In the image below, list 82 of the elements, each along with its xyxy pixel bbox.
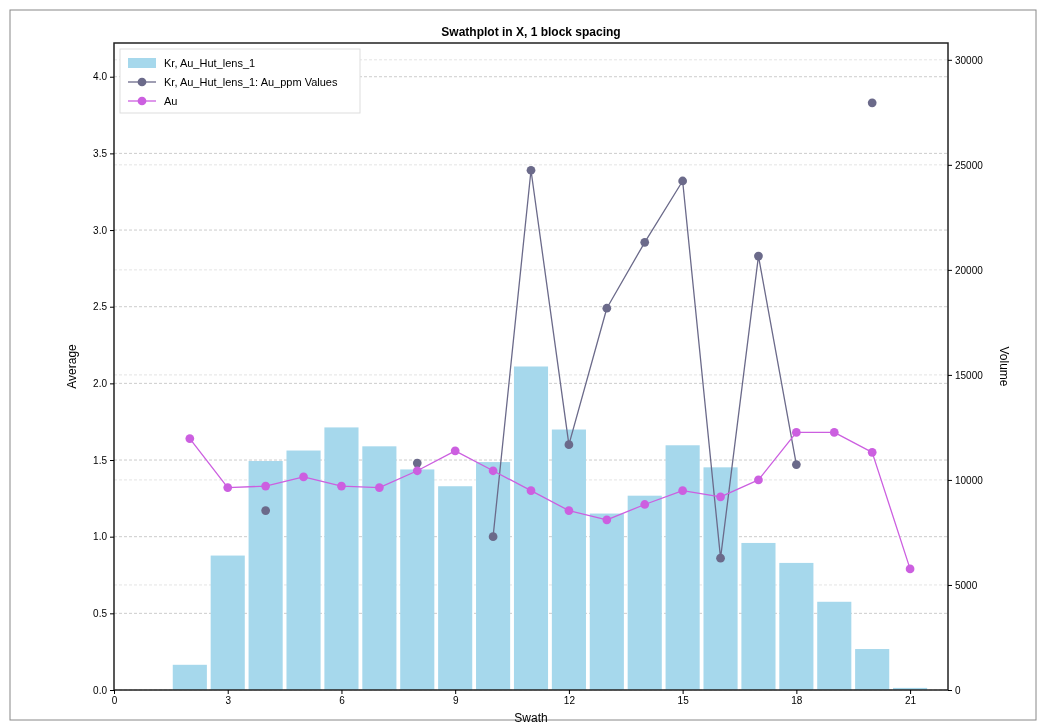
point <box>299 472 308 482</box>
point <box>450 446 460 456</box>
legend-label: Kr, Au_Hut_lens_1: Au_ppm Values <box>164 76 338 88</box>
x-tick-label: 0 <box>111 695 118 707</box>
bar <box>703 467 738 690</box>
bar <box>817 601 852 690</box>
y2-tick-label: 20000 <box>955 264 984 276</box>
y-tick-label: 1.0 <box>93 531 108 543</box>
bar <box>172 664 207 690</box>
bar <box>476 462 511 690</box>
point <box>678 176 688 186</box>
bar <box>665 445 700 690</box>
legend-label: Kr, Au_Hut_lens_1 <box>164 57 256 69</box>
bar <box>286 450 321 690</box>
bar <box>627 495 662 690</box>
chart-title: Swathplot in X, 1 block spacing <box>441 25 621 39</box>
bar <box>362 446 397 690</box>
point <box>640 500 650 509</box>
y2-tick-label: 10000 <box>955 474 984 486</box>
point <box>640 237 650 247</box>
point <box>867 448 877 457</box>
y-tick-label: 2.0 <box>93 378 108 390</box>
y2-tick-label: 25000 <box>955 159 984 171</box>
x-tick-label: 15 <box>677 695 690 707</box>
y2-tick-label: 15000 <box>955 369 984 381</box>
y-axis-title: Average <box>65 343 79 389</box>
point <box>602 303 612 313</box>
y-tick-label: 4.0 <box>93 71 108 83</box>
bar <box>855 649 890 690</box>
point <box>754 475 763 485</box>
y-tick-label: 1.5 <box>93 454 108 466</box>
bar <box>400 469 435 690</box>
y-tick-label: 0.5 <box>93 608 108 620</box>
y-tick-label: 0.0 <box>93 684 108 696</box>
point <box>829 428 839 437</box>
bar <box>779 562 814 690</box>
point <box>223 483 233 492</box>
y2-tick-label: 5000 <box>955 579 978 591</box>
point <box>678 486 688 496</box>
point <box>754 251 763 261</box>
point <box>337 481 346 491</box>
x-tick-label: 9 <box>452 695 459 707</box>
bar <box>210 555 245 690</box>
y-tick-label: 3.0 <box>93 224 108 236</box>
bar <box>741 542 776 690</box>
point <box>185 434 195 443</box>
x-tick-label: 3 <box>225 695 232 707</box>
point <box>564 440 574 450</box>
x-axis-title: Swath <box>514 711 548 725</box>
x-tick-label: 6 <box>339 695 346 707</box>
legend-label: Au <box>164 95 178 107</box>
point <box>716 553 725 563</box>
point <box>791 460 801 469</box>
y-tick-label: 2.5 <box>93 301 108 313</box>
point <box>716 492 725 502</box>
y2-tick-label: 0 <box>955 684 961 696</box>
point <box>488 532 498 542</box>
point <box>867 98 877 108</box>
x-tick-label: 18 <box>791 695 803 707</box>
point <box>791 428 801 437</box>
point <box>412 466 422 476</box>
bar <box>324 427 359 690</box>
point <box>526 486 536 496</box>
y-tick-label: 3.5 <box>93 148 108 160</box>
point <box>374 483 384 492</box>
point <box>261 481 271 491</box>
x-tick-label: 21 <box>905 695 917 707</box>
bar <box>248 461 283 690</box>
x-tick-label: 12 <box>563 695 576 707</box>
bar <box>513 366 549 690</box>
point <box>261 506 271 515</box>
y2-axis-title: Volume <box>997 346 1011 387</box>
point <box>412 458 422 468</box>
point <box>526 165 536 175</box>
bar <box>551 429 586 690</box>
point <box>488 466 498 476</box>
point <box>564 506 574 515</box>
bar <box>438 486 473 690</box>
point <box>602 515 612 525</box>
y2-tick-label: 30000 <box>955 54 984 66</box>
point <box>905 564 915 574</box>
bar <box>589 513 624 690</box>
